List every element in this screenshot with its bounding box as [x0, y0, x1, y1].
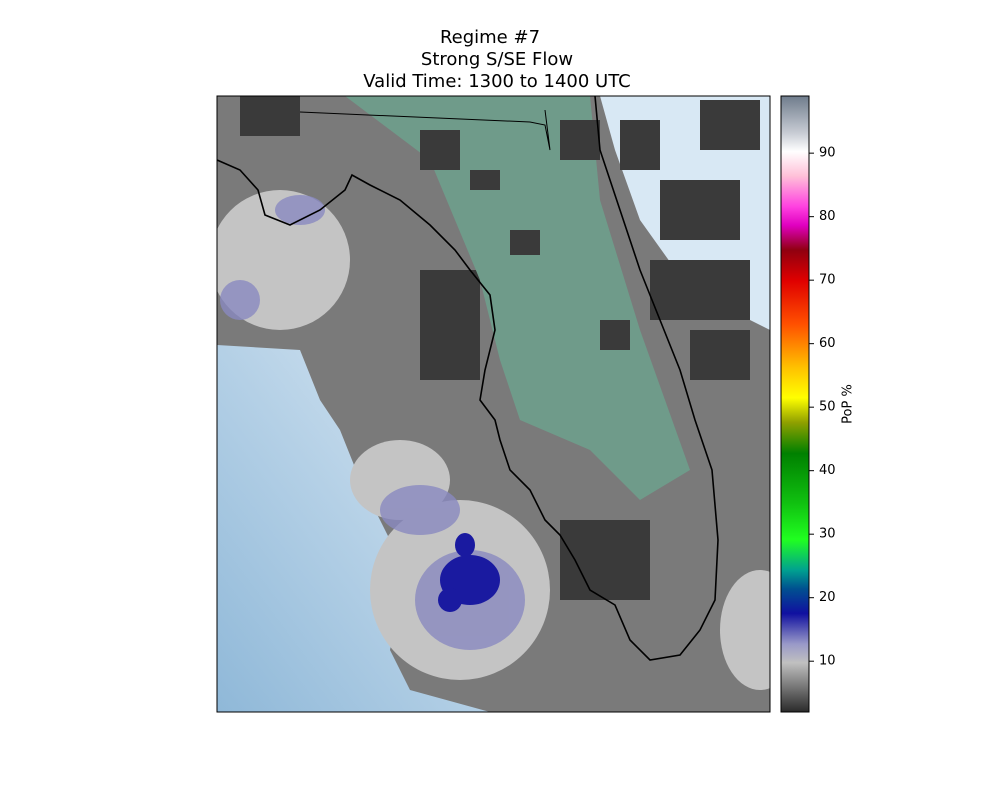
- colorbar-tick-label: 70: [819, 273, 836, 288]
- colorbar-tick-label: 20: [819, 590, 836, 605]
- title-line: Strong S/SE Flow: [421, 49, 573, 70]
- map: [217, 96, 770, 712]
- colorbar-tick-label: 30: [819, 527, 836, 542]
- colorbar-tick-label: 90: [819, 146, 836, 161]
- map-frame: [216, 95, 771, 713]
- colorbar: [780, 95, 810, 713]
- title-line: Valid Time: 1300 to 1400 UTC: [363, 71, 630, 92]
- colorbar-label: PoP %: [841, 384, 856, 424]
- title-line: Regime #7: [440, 27, 540, 48]
- colorbar-tick-label: 60: [819, 336, 836, 351]
- colorbar-tick-label: 10: [819, 654, 836, 669]
- colorbar-tick-label: 80: [819, 209, 836, 224]
- colorbar-tick-label: 50: [819, 400, 836, 415]
- colorbar-tick-label: 40: [819, 463, 836, 478]
